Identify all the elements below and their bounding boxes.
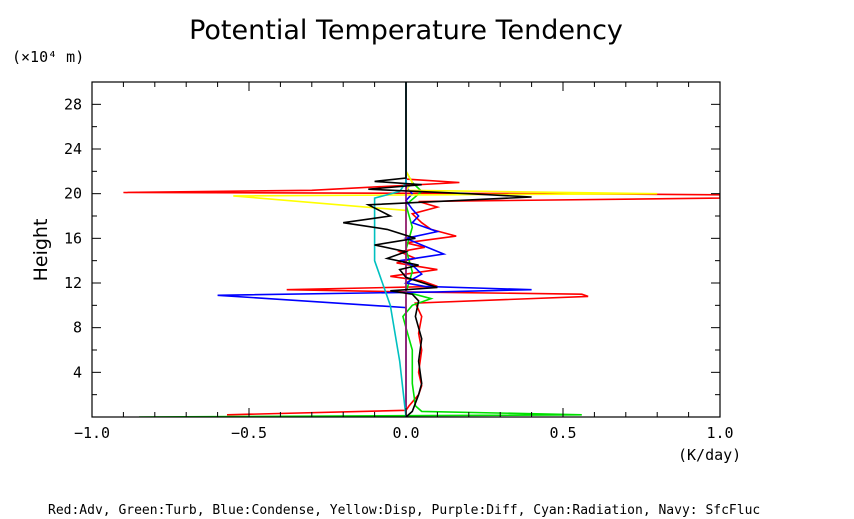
- chart-title: Potential Temperature Tendency: [189, 15, 623, 46]
- y-tick-label: 20: [64, 185, 82, 203]
- y-tick-label: 12: [64, 274, 82, 292]
- x-tick-label: 0.5: [549, 424, 576, 442]
- y-tick-label: 24: [64, 140, 82, 158]
- legend: Red:Adv, Green:Turb, Blue:Condense, Yell…: [48, 503, 760, 518]
- x-tick-label: −0.5: [231, 424, 267, 442]
- x-tick-label: 1.0: [706, 424, 733, 442]
- y-tick-label: 16: [64, 229, 82, 247]
- y-axis-label: Height: [30, 219, 52, 282]
- series-line-3: [233, 82, 658, 417]
- series-line-6: [343, 82, 532, 417]
- y-tick-label: 4: [73, 363, 82, 381]
- series-line-5: [373, 82, 407, 417]
- x-tick-label: 0.0: [392, 424, 419, 442]
- y-unit-label: (×10⁴ m): [12, 48, 84, 66]
- series-line-0: [123, 82, 720, 416]
- series-line-1: [139, 82, 582, 417]
- y-tick-label: 8: [73, 319, 82, 337]
- y-tick-label: 28: [64, 95, 82, 113]
- x-tick-label: −1.0: [74, 424, 110, 442]
- plot-area: −1.0 −0.5 0.0 0.5 1.0 4 8 12 16 20 24 28: [64, 81, 734, 442]
- x-axis-label: (K/day): [678, 446, 741, 464]
